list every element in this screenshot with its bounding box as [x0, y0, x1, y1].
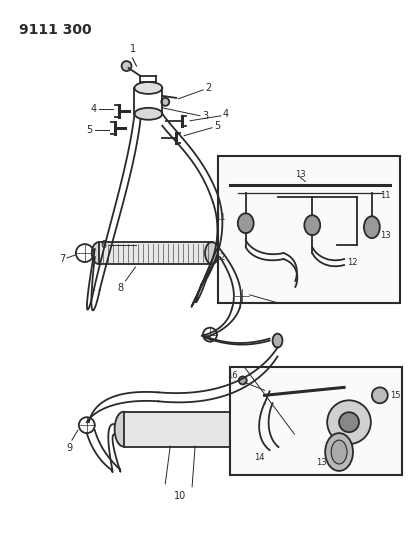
- Ellipse shape: [331, 440, 347, 464]
- Circle shape: [122, 61, 132, 71]
- Ellipse shape: [134, 108, 162, 120]
- Ellipse shape: [272, 334, 282, 348]
- Text: 9: 9: [67, 443, 73, 453]
- Text: 12: 12: [215, 253, 226, 262]
- Text: 11: 11: [215, 213, 226, 222]
- Ellipse shape: [92, 242, 106, 264]
- Text: 10: 10: [174, 491, 186, 501]
- Ellipse shape: [134, 82, 162, 94]
- Circle shape: [161, 98, 169, 106]
- Text: 5: 5: [87, 125, 93, 135]
- Text: 9111 300: 9111 300: [19, 23, 92, 37]
- Ellipse shape: [304, 215, 320, 235]
- Ellipse shape: [205, 242, 219, 264]
- Text: 13: 13: [295, 169, 306, 179]
- Ellipse shape: [238, 213, 254, 233]
- Text: 5: 5: [214, 121, 220, 131]
- Text: 4: 4: [223, 109, 229, 119]
- Text: 4: 4: [90, 104, 97, 114]
- Ellipse shape: [115, 411, 132, 447]
- Circle shape: [372, 387, 388, 403]
- Text: 14: 14: [254, 453, 265, 462]
- Ellipse shape: [325, 433, 353, 471]
- Text: 1: 1: [130, 44, 136, 54]
- Circle shape: [239, 376, 247, 384]
- Text: 6: 6: [101, 240, 107, 250]
- Bar: [230, 367, 402, 475]
- Ellipse shape: [364, 216, 380, 238]
- Ellipse shape: [267, 409, 286, 449]
- Circle shape: [339, 412, 359, 432]
- Text: 16: 16: [227, 371, 238, 380]
- Text: 2: 2: [205, 83, 211, 93]
- Text: 13: 13: [380, 231, 390, 240]
- Text: 15: 15: [390, 391, 400, 400]
- Text: 13: 13: [316, 458, 326, 467]
- Ellipse shape: [284, 413, 300, 431]
- Text: 7: 7: [59, 254, 65, 264]
- Text: 11: 11: [380, 191, 390, 200]
- Circle shape: [327, 400, 371, 444]
- Text: 8: 8: [118, 283, 124, 293]
- Bar: [124, 412, 277, 447]
- Text: 3: 3: [202, 111, 208, 121]
- Ellipse shape: [286, 431, 299, 447]
- Bar: [99, 242, 213, 264]
- Text: 12: 12: [347, 257, 358, 266]
- Bar: [218, 156, 399, 303]
